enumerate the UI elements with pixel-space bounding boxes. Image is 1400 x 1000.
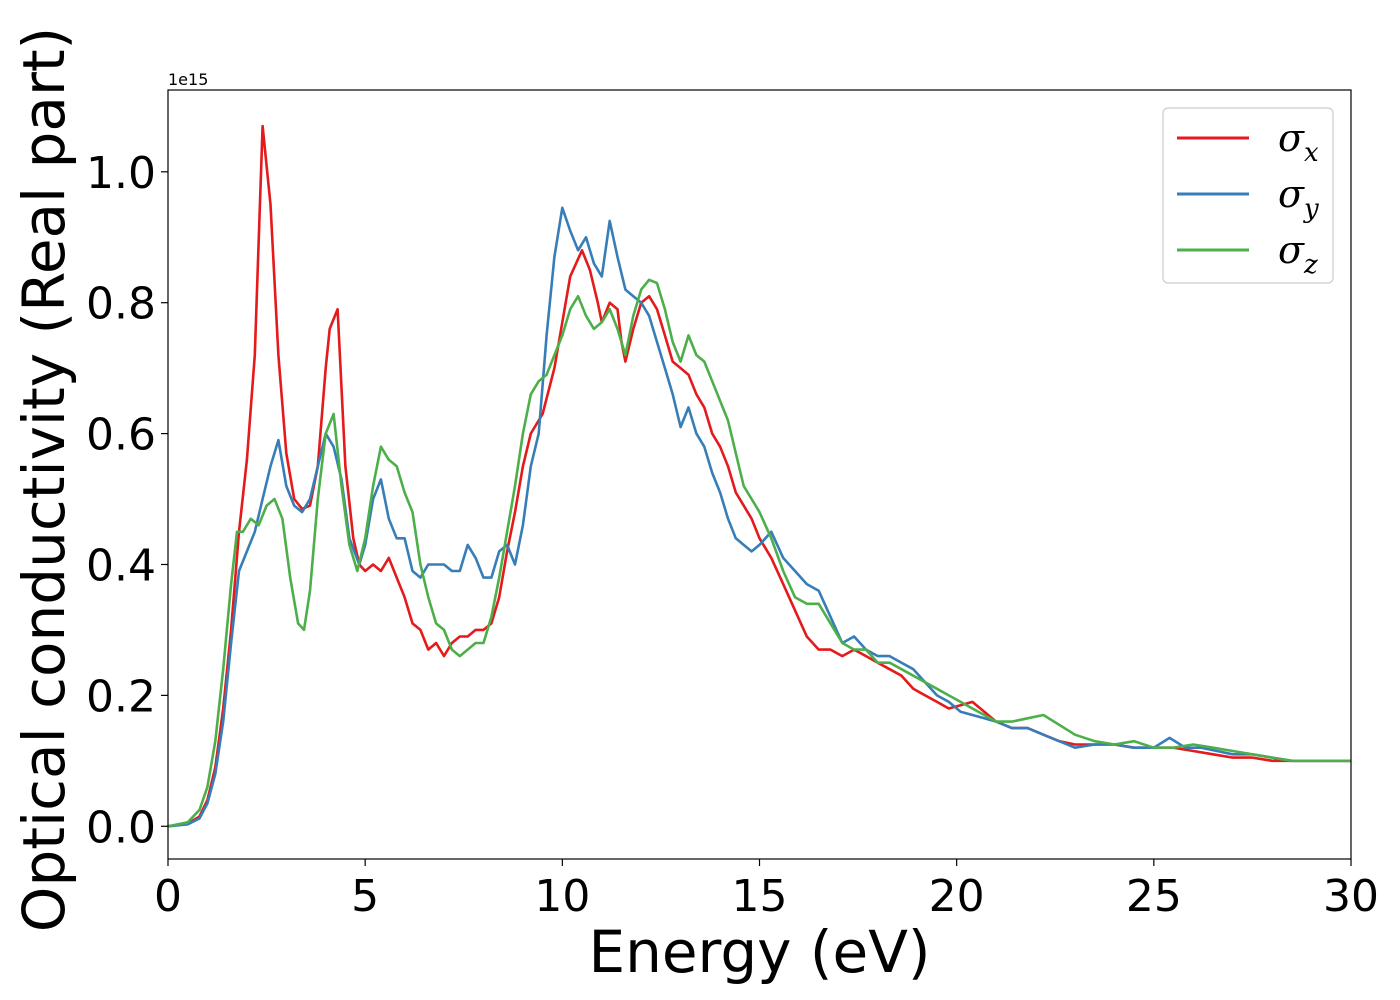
legend-symbol: σ — [1278, 116, 1305, 160]
series-line-z — [168, 278, 1351, 828]
series-line-y — [168, 206, 1351, 828]
y-tick-label: 1.0 — [86, 148, 156, 199]
y-axis-offset-label: 1e15 — [168, 70, 208, 89]
legend-subscript: y — [1303, 194, 1319, 224]
x-tick-label: 5 — [351, 871, 379, 922]
plot-lines — [168, 124, 1351, 828]
y-axis-label: Optical conductivity (Real part) — [10, 27, 78, 932]
legend-symbol: σ — [1278, 172, 1305, 216]
x-axis-label: Energy (eV) — [588, 918, 930, 986]
x-tick-label: 25 — [1126, 871, 1182, 922]
x-tick-label: 0 — [154, 871, 182, 922]
x-tick-label: 15 — [732, 871, 788, 922]
y-tick-label: 0.2 — [86, 671, 156, 722]
legend-label-z: σz — [1278, 228, 1318, 280]
y-tick-label: 0.6 — [86, 410, 156, 461]
x-tick-label: 20 — [929, 871, 985, 922]
y-axis-ticks: 0.0 0.2 0.4 0.6 0.8 1.0 — [86, 148, 168, 853]
legend-label-x: σx — [1278, 116, 1319, 168]
x-tick-label: 10 — [534, 871, 590, 922]
legend-symbol: σ — [1278, 228, 1305, 272]
legend-label-y: σy — [1278, 172, 1319, 224]
legend-subscript: x — [1304, 138, 1319, 168]
y-tick-label: 0.0 — [86, 802, 156, 853]
x-tick-label: 30 — [1323, 871, 1379, 922]
y-tick-label: 0.8 — [86, 279, 156, 330]
legend-subscript: z — [1303, 250, 1318, 280]
y-tick-label: 0.4 — [86, 540, 156, 591]
x-axis-ticks: 0 5 10 15 20 25 30 — [154, 859, 1379, 922]
